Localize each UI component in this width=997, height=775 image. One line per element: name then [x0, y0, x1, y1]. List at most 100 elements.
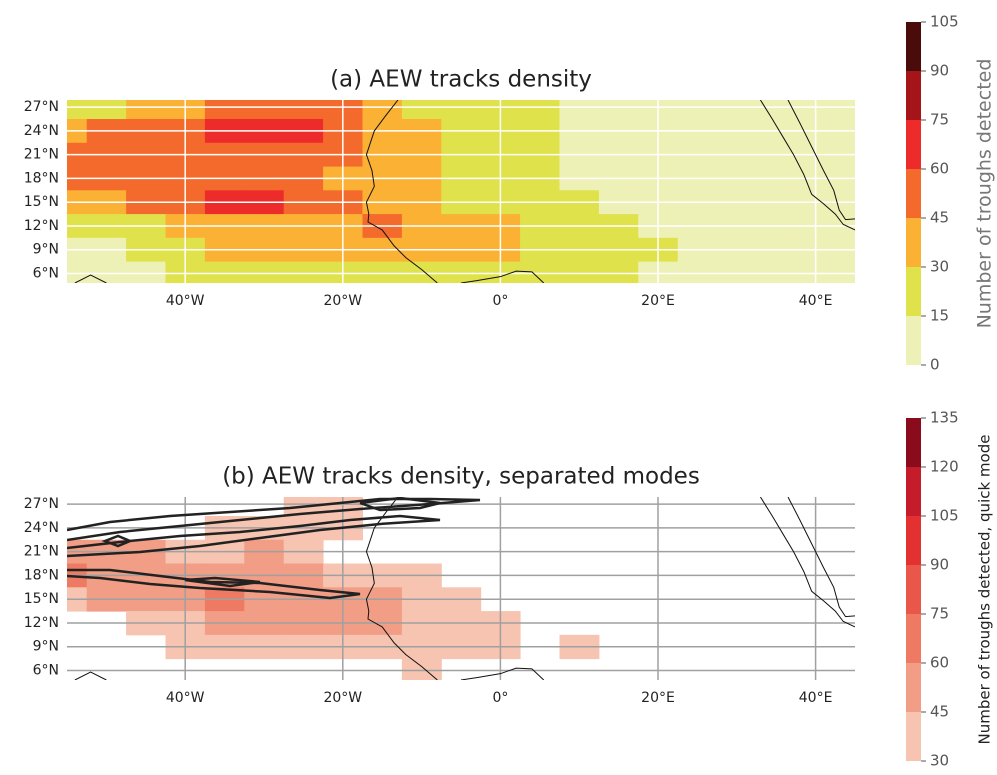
panel-title: (a) AEW tracks density: [330, 67, 592, 93]
colorbar-tick-label: 45: [930, 209, 949, 227]
contour-line: [101, 534, 134, 548]
density-cell: [441, 261, 482, 283]
y-tick-label: 6°N: [33, 265, 59, 281]
density-cell: [204, 261, 245, 283]
coastline: [760, 100, 855, 231]
colorbar-swatch: [906, 120, 921, 169]
colorbar-swatch: [906, 267, 921, 316]
colorbar-swatch: [906, 316, 921, 365]
x-tick-label: 20°E: [641, 293, 675, 309]
density-cell: [86, 100, 127, 120]
slow-mode-contours: [67, 497, 481, 600]
x-tick-label: 0°: [492, 690, 508, 706]
colorbar-tick-label: 105: [930, 507, 959, 525]
y-tick-label: 27°N: [24, 99, 59, 115]
map-panel: [67, 497, 855, 680]
colorbar-tick-label: 90: [930, 556, 949, 574]
density-cell: [598, 100, 639, 120]
colorbar-swatch: [906, 418, 921, 467]
y-tick-label: 18°N: [24, 567, 59, 583]
coastline: [74, 274, 107, 283]
coastline: [365, 100, 438, 283]
y-tick-label: 15°N: [24, 591, 59, 607]
colorbar-swatch: [906, 516, 921, 565]
density-cell: [401, 100, 442, 120]
contour-line: [67, 568, 361, 600]
density-cell: [559, 100, 600, 120]
x-tick-label: 40°W: [166, 690, 205, 706]
contour-line: [67, 497, 481, 542]
colorbar-label: Number of troughs detected: [974, 59, 996, 329]
density-cell: [559, 261, 600, 283]
y-tick-label: 18°N: [24, 170, 59, 186]
y-tick-label: 24°N: [24, 123, 59, 139]
colorbar-tick-label: 0: [930, 356, 940, 374]
y-tick-label: 15°N: [24, 194, 59, 210]
density-cell: [677, 261, 718, 283]
colorbar-tick-label: 90: [930, 62, 949, 80]
x-tick-label: 40°E: [799, 293, 833, 309]
density-cell: [362, 261, 403, 283]
colorbar-swatch: [906, 614, 921, 663]
density-cell: [244, 100, 285, 120]
density-cell: [717, 261, 757, 283]
x-tick-label: 40°W: [166, 293, 205, 309]
density-cell: [244, 261, 285, 283]
coastline: [760, 497, 855, 628]
density-cell: [67, 261, 88, 283]
colorbar-tick-label: 75: [930, 111, 949, 129]
y-tick-label: 21°N: [24, 544, 59, 560]
density-cell: [520, 100, 560, 120]
x-tick-label: 20°W: [323, 293, 362, 309]
panel-title: (b) AEW tracks density, separated modes: [222, 464, 700, 490]
coastline: [460, 667, 545, 680]
colorbar-tick-label: 120: [930, 458, 959, 476]
colorbar-tick-label: 15: [930, 307, 949, 325]
contour-line: [359, 497, 441, 512]
x-tick-label: 40°E: [799, 690, 833, 706]
x-tick-label: 0°: [492, 293, 508, 309]
density-cell: [756, 261, 797, 283]
y-tick-label: 24°N: [24, 520, 59, 536]
colorbar-tick-label: 45: [930, 703, 949, 721]
colorbar-tick-label: 60: [930, 654, 949, 672]
density-cell: [598, 261, 639, 283]
density-cell: [126, 100, 166, 120]
colorbar-swatch: [906, 169, 921, 218]
colorbar-swatch: [906, 218, 921, 267]
coastline: [787, 497, 855, 618]
colorbar-tick-label: 135: [930, 409, 959, 427]
coastline: [365, 497, 438, 680]
density-cell: [362, 100, 403, 120]
y-tick-label: 6°N: [33, 662, 59, 678]
density-cell: [283, 100, 324, 120]
coastline: [74, 671, 107, 680]
density-cell: [67, 100, 88, 120]
density-cell: [677, 100, 718, 120]
density-cell: [126, 261, 166, 283]
y-tick-label: 12°N: [24, 615, 59, 631]
colorbar-swatch: [906, 71, 921, 120]
y-tick-label: 9°N: [33, 242, 59, 258]
density-cell: [520, 261, 560, 283]
colorbar-swatch: [906, 22, 921, 71]
colorbar-swatch: [906, 663, 921, 712]
x-tick-label: 20°E: [641, 690, 675, 706]
y-tick-label: 9°N: [33, 639, 59, 655]
density-cell: [835, 100, 855, 120]
x-tick-label: 20°W: [323, 690, 362, 706]
colorbar-tick-label: 75: [930, 605, 949, 623]
colorbar-swatch: [906, 712, 921, 761]
contour-line: [67, 514, 441, 558]
density-cell: [835, 261, 855, 283]
density-cell: [283, 261, 324, 283]
colorbar-tick-label: 105: [930, 13, 959, 31]
colorbar-label: Number of troughs detected, quick mode: [976, 435, 994, 745]
map-panel: [67, 100, 855, 283]
colorbar-tick-label: 30: [930, 752, 949, 770]
y-tick-label: 12°N: [24, 218, 59, 234]
plots: (a) AEW tracks density 27°N 24°N 21°N 18°N 15…: [24, 13, 996, 770]
colorbar-swatch: [906, 565, 921, 614]
density-cell: [756, 100, 797, 120]
